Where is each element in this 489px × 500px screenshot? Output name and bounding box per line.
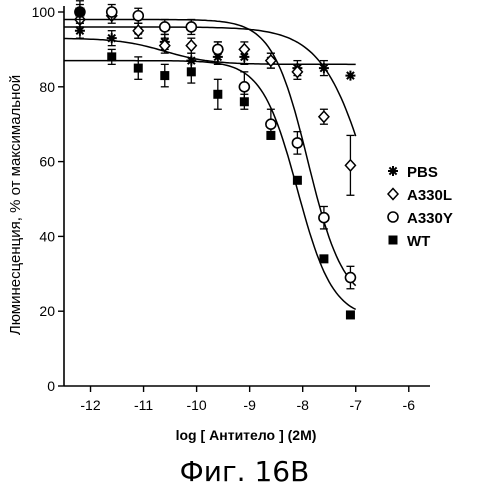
legend: PBS A330L A330Y WT	[388, 164, 453, 250]
x-axis-label: log [ Антитело ] (2M)	[176, 427, 317, 444]
legend-label-pbs: PBS	[407, 164, 438, 181]
legend-label-a330y: A330Y	[407, 210, 453, 227]
data-point	[213, 44, 223, 54]
legend-label-wt: WT	[407, 233, 430, 250]
x-tick-label: -10	[186, 397, 206, 413]
data-point	[293, 176, 302, 185]
legend-marker-a330l	[388, 189, 398, 200]
data-point	[134, 64, 143, 73]
x-tick-label: -6	[403, 397, 416, 413]
y-tick-label: 80	[39, 79, 55, 95]
data-point	[107, 33, 117, 43]
data-point	[345, 160, 355, 171]
figure-caption: Фиг. 16В	[0, 455, 489, 488]
x-axis-label-inner: Антитело	[209, 427, 275, 443]
axes: 0 20 40 60 80 100 -12 -11 -10 -9 -8 -7 -6	[32, 4, 430, 413]
x-tick-label: -7	[350, 397, 363, 413]
x-tick-label: -12	[80, 397, 100, 413]
x-tick-label: -11	[134, 397, 153, 413]
y-tick-label: 60	[39, 154, 55, 170]
x-axis-label-prefix: log [	[176, 427, 206, 443]
x-tick-label: -8	[296, 397, 309, 413]
y-tick-label: 20	[39, 303, 55, 319]
legend-marker-wt	[389, 236, 398, 245]
series-a330l	[75, 8, 356, 195]
legend-marker-pbs	[388, 166, 398, 176]
data-point	[266, 131, 275, 140]
y-axis-label: Люминесценция, % от максимальной	[7, 75, 24, 335]
fit-curves	[64, 20, 356, 310]
y-tick-label: 40	[39, 228, 55, 244]
data-points	[75, 1, 356, 320]
data-point	[133, 11, 143, 21]
data-point	[160, 71, 169, 80]
data-point	[319, 213, 329, 223]
data-point	[345, 273, 355, 283]
data-point	[239, 82, 249, 92]
data-point	[240, 97, 249, 106]
legend-marker-a330y	[388, 212, 398, 222]
data-point	[187, 67, 196, 76]
data-point	[186, 22, 196, 32]
data-point	[75, 8, 84, 17]
legend-label-a330l: A330L	[407, 187, 452, 204]
data-point	[107, 7, 117, 17]
data-point	[345, 71, 355, 81]
data-point	[107, 52, 116, 61]
data-point	[319, 254, 328, 263]
x-tick-label: -9	[243, 397, 256, 413]
data-point	[319, 63, 329, 73]
data-point	[266, 119, 276, 129]
data-point	[160, 22, 170, 32]
y-tick-label: 0	[47, 378, 55, 394]
data-point	[319, 111, 329, 122]
x-axis-label-suffix: ] (2M)	[279, 427, 316, 443]
fit-curve-a330l	[64, 27, 356, 136]
y-tick-label: 100	[32, 4, 56, 20]
fit-curve-wt	[64, 61, 356, 310]
data-point	[213, 90, 222, 99]
data-point	[186, 40, 196, 51]
data-point	[346, 310, 355, 319]
data-point	[292, 138, 302, 148]
